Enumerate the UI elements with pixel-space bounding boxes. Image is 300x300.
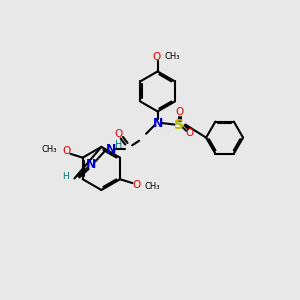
Text: H: H [115, 140, 122, 150]
Text: S: S [174, 118, 184, 131]
Text: CH₃: CH₃ [145, 182, 160, 191]
Text: N: N [86, 158, 97, 171]
Text: CH₃: CH₃ [42, 146, 57, 154]
Text: O: O [132, 180, 140, 190]
Text: O: O [176, 107, 184, 117]
Text: N: N [106, 143, 117, 156]
Text: O: O [114, 129, 122, 139]
Text: H: H [62, 172, 69, 182]
Text: O: O [62, 146, 71, 157]
Text: O: O [153, 52, 161, 62]
Text: CH₃: CH₃ [164, 52, 180, 61]
Text: N: N [152, 116, 163, 130]
Text: O: O [186, 128, 194, 138]
